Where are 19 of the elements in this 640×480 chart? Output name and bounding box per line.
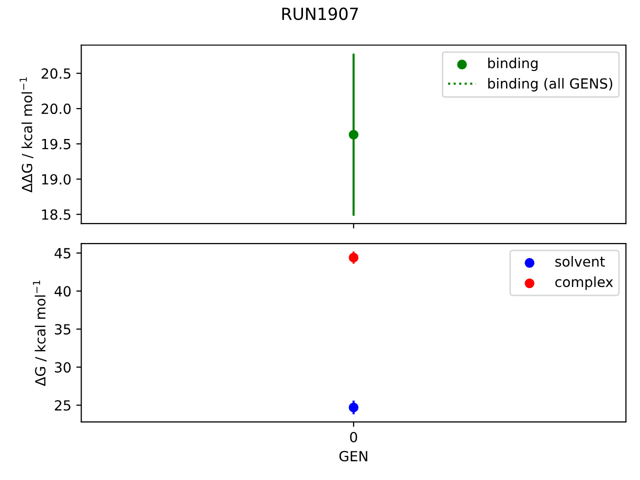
x-axis-title: GEN — [339, 450, 368, 462]
y-tick-label: 40 — [54, 286, 71, 297]
y-tick-label: 20.0 — [42, 104, 71, 114]
legend-label: complex — [555, 276, 613, 290]
y-tick-label: 30 — [54, 362, 71, 373]
legend-label: binding (all GENS) — [488, 78, 612, 92]
y-tick-label: 18.5 — [42, 209, 70, 220]
chart-title: RUN1907 — [282, 7, 358, 20]
y-axis-title: ΔG / kcal mol$^{−1}$ — [32, 280, 47, 386]
y-tick-label: 25 — [54, 400, 70, 411]
y-tick-label: 19.0 — [42, 174, 71, 185]
legend-label: solvent — [555, 256, 605, 267]
y-tick-label: 35 — [54, 324, 70, 335]
y-tick-label: 45 — [54, 248, 70, 258]
y-axis-title: ΔΔG / kcal mol$^{−1}$ — [20, 77, 34, 192]
x-tick-label: 0 — [350, 432, 358, 442]
y-tick-label: 19.5 — [42, 138, 70, 150]
legend-label: binding — [488, 58, 538, 72]
y-tick-label: 20.5 — [42, 68, 70, 79]
